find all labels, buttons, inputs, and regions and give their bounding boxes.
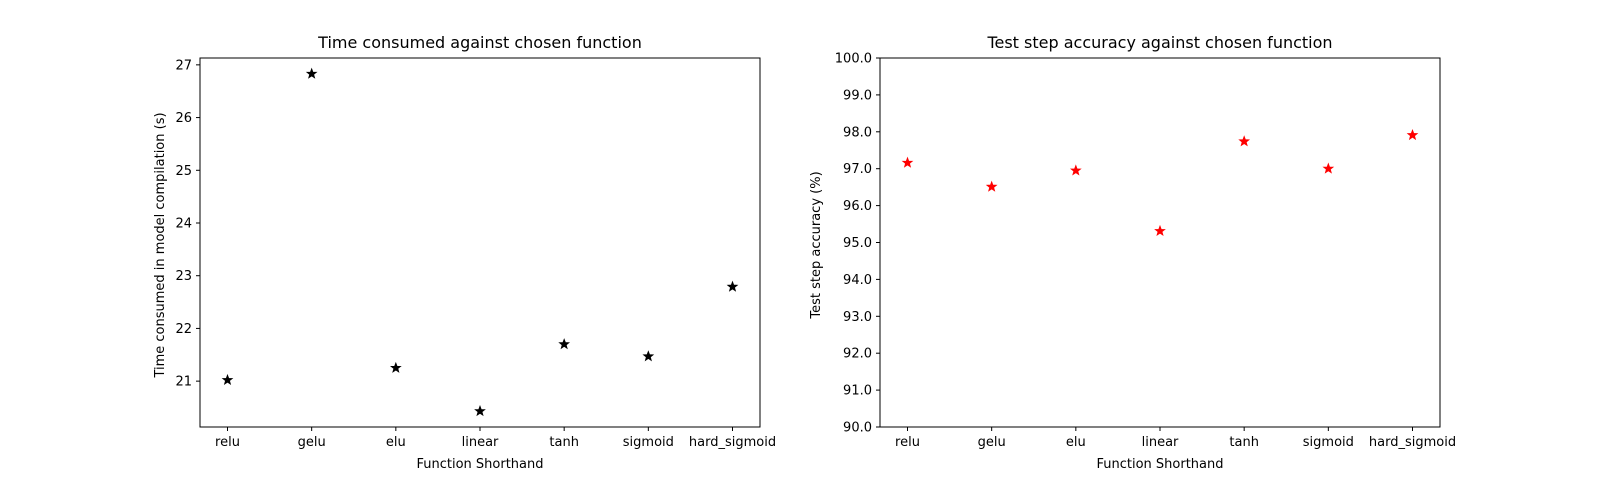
chart-title: Time consumed against chosen function — [317, 33, 642, 52]
test-accuracy-chart: Test step accuracy against chosen functi… — [809, 33, 1456, 472]
data-point — [726, 280, 739, 292]
y-tick-label: 99.0 — [843, 88, 872, 103]
x-tick-label: linear — [1142, 435, 1179, 450]
plot-area: 21 22 23 24 25 26 27 relu gelu elu linear tanh sigmo… — [175, 57, 776, 450]
x-tick-label: sigmoid — [1303, 435, 1354, 450]
x-tick-label: tanh — [549, 435, 579, 450]
plot-area: 90.0 91.0 92.0 93.0 94.0 95.0 96.0 97.0 98.0 99.0… — [835, 52, 1456, 451]
data-point — [642, 350, 655, 362]
y-tick-label: 92.0 — [843, 347, 872, 362]
y-tick-label: 25 — [175, 164, 192, 179]
x-axis-label: Function Shorthand — [1096, 457, 1223, 472]
x-tick-label: hard_sigmoid — [1369, 435, 1456, 450]
x-tick-label: elu — [386, 435, 406, 450]
y-tick-label: 91.0 — [843, 384, 872, 399]
x-tick-label: relu — [215, 435, 240, 450]
y-tick-label: 21 — [175, 375, 192, 390]
y-tick-label: 94.0 — [843, 273, 872, 288]
time-consumed-chart: Time consumed against chosen function 21… — [153, 33, 776, 472]
data-point — [1322, 162, 1335, 174]
data-point — [985, 180, 998, 192]
data-point — [1238, 135, 1251, 147]
data-point — [389, 361, 402, 373]
y-tick-label: 95.0 — [843, 236, 872, 251]
y-axis-label: Time consumed in model compilation (s) — [153, 112, 168, 378]
y-tick-label: 98.0 — [843, 125, 872, 140]
y-axis-label: Test step accuracy (%) — [809, 171, 824, 319]
y-tick-label: 96.0 — [843, 199, 872, 214]
y-tick-label: 93.0 — [843, 310, 872, 325]
data-point — [1154, 224, 1166, 237]
data-point — [901, 156, 914, 168]
x-tick-label: gelu — [978, 435, 1006, 450]
x-tick-label: sigmoid — [623, 435, 674, 450]
x-tick-label: elu — [1066, 435, 1086, 450]
x-tick-label: hard_sigmoid — [689, 435, 776, 450]
y-tick-label: 90.0 — [843, 421, 872, 436]
y-tick-label: 100.0 — [835, 52, 872, 67]
y-tick-label: 23 — [175, 269, 192, 284]
chart-title: Test step accuracy against chosen functi… — [986, 33, 1332, 52]
x-tick-label: relu — [895, 435, 920, 450]
x-tick-label: gelu — [298, 435, 326, 450]
data-point — [1069, 164, 1082, 176]
y-tick-label: 26 — [175, 111, 192, 126]
y-tick-label: 97.0 — [843, 162, 872, 177]
x-tick-label: linear — [462, 435, 499, 450]
y-tick-label: 22 — [175, 322, 192, 337]
x-tick-label: tanh — [1229, 435, 1259, 450]
data-point — [221, 373, 234, 386]
x-axis-label: Function Shorthand — [416, 457, 543, 472]
data-point — [1406, 128, 1419, 141]
data-point — [474, 405, 486, 417]
y-tick-label: 24 — [175, 216, 192, 231]
data-point — [558, 338, 571, 350]
y-tick-label: 27 — [175, 58, 192, 73]
data-point — [305, 67, 318, 79]
